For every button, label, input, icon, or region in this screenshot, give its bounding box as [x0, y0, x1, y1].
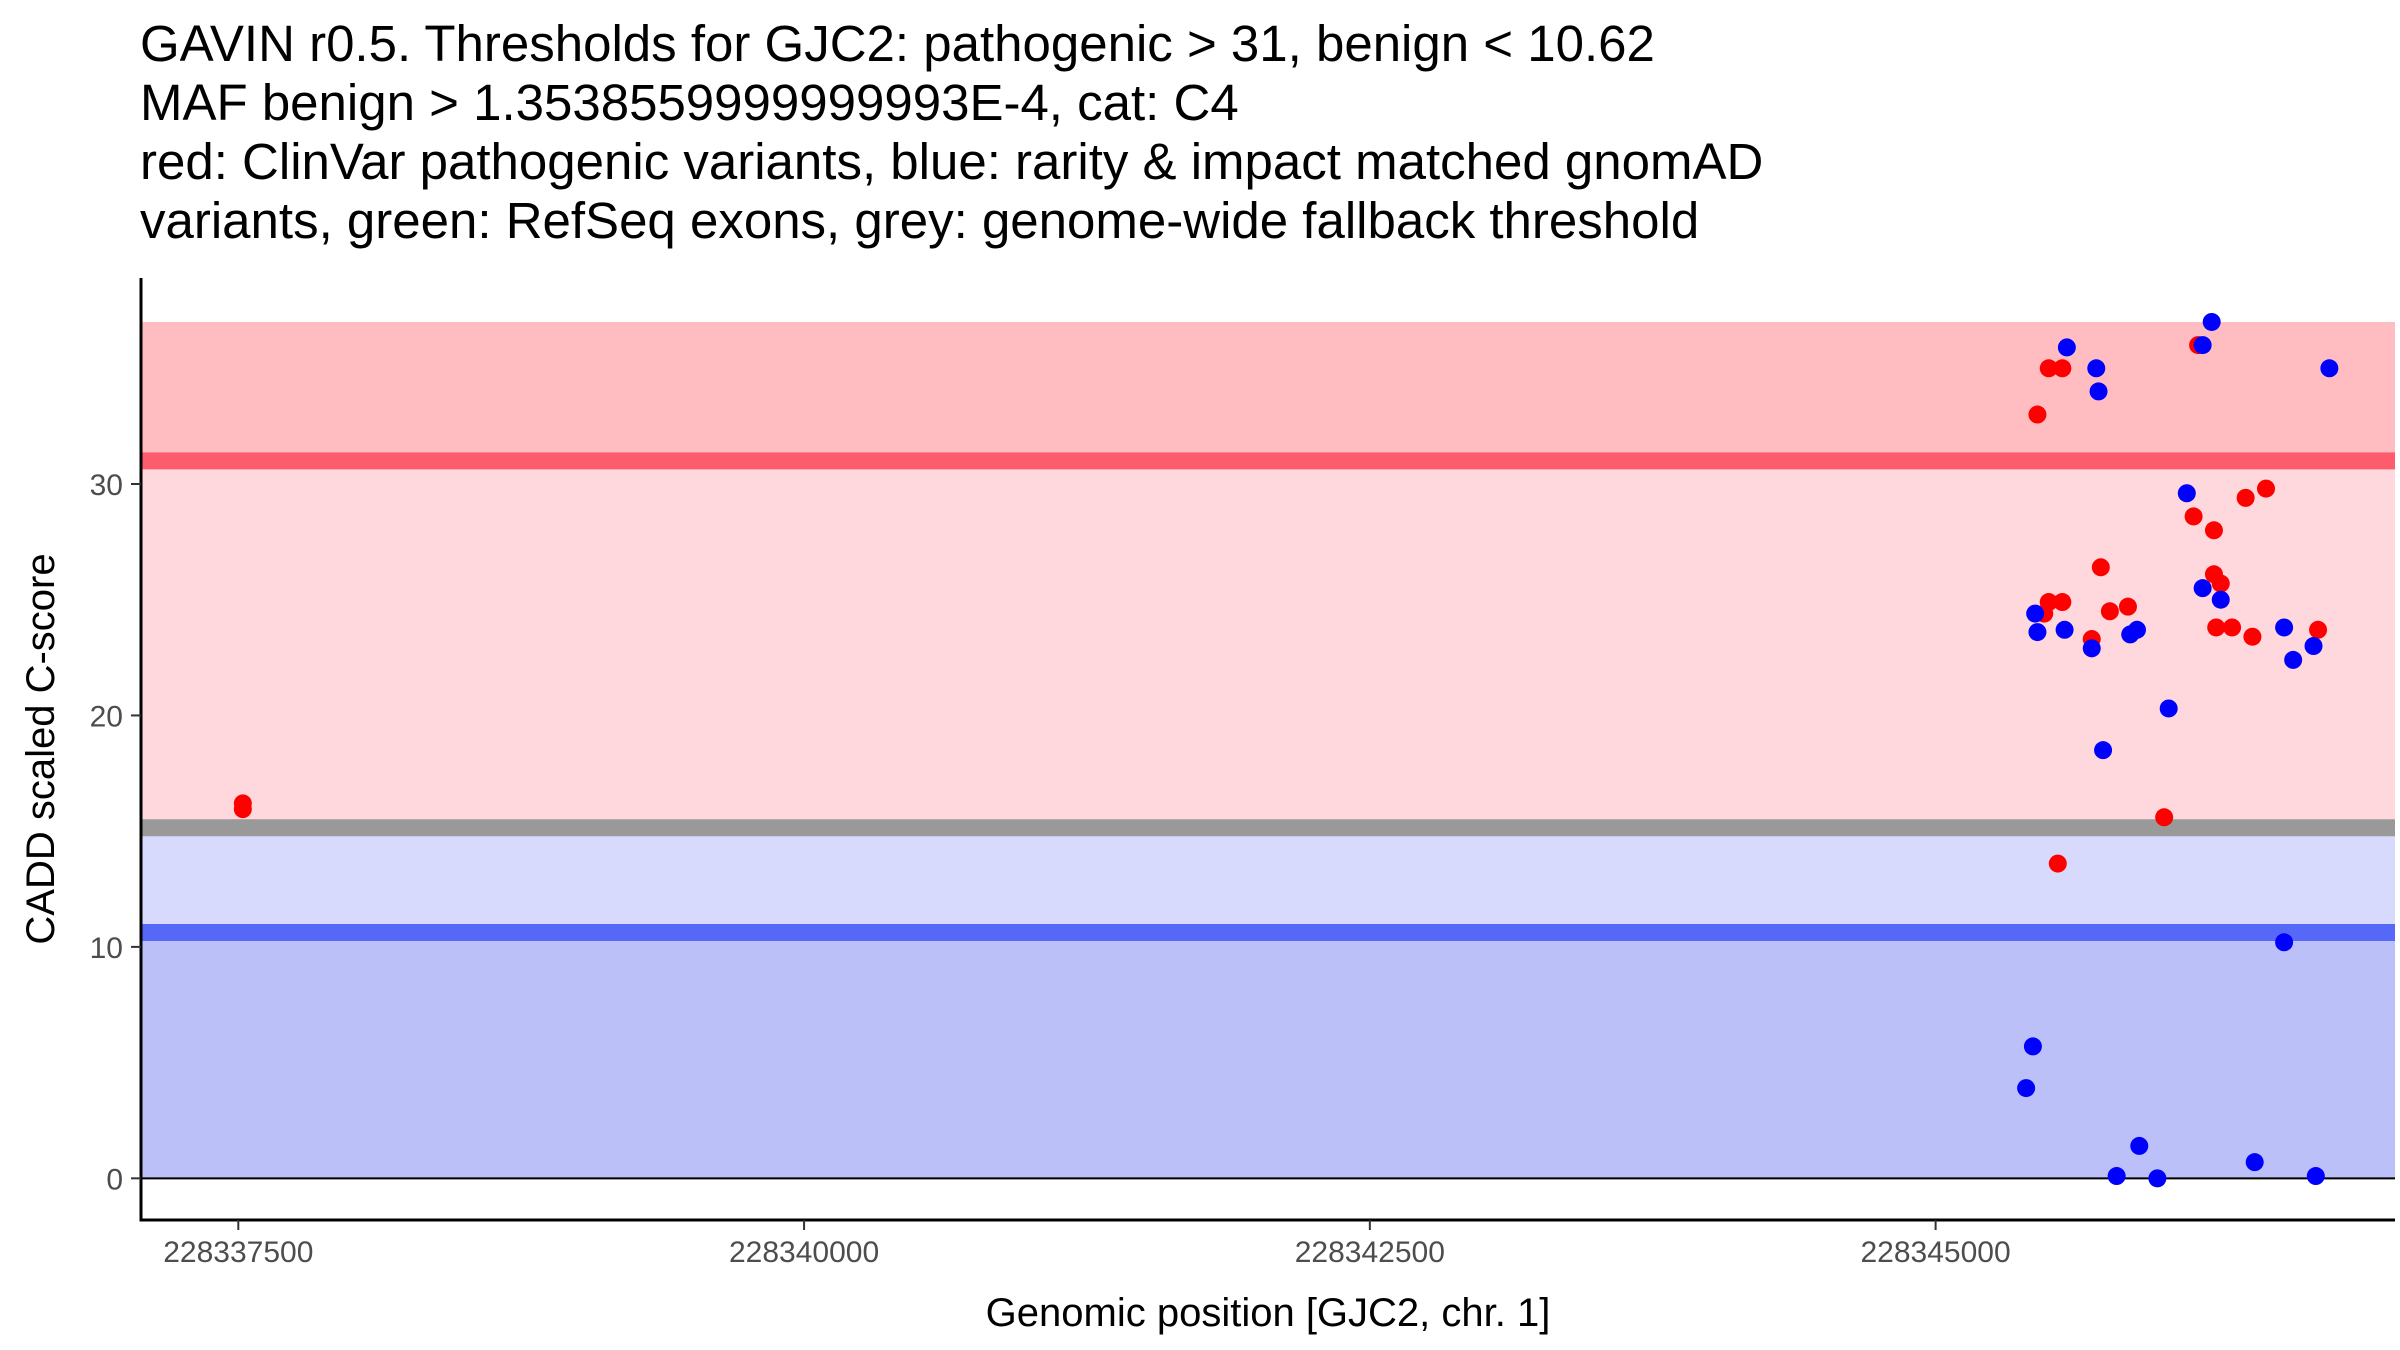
gnomad-point: [2094, 741, 2113, 760]
gnomad-point: [2275, 933, 2294, 952]
title-line-1: GAVIN r0.5. Thresholds for GJC2: pathoge…: [140, 15, 1655, 72]
clinvar-point: [2309, 620, 2328, 639]
gnomad-point: [2130, 1136, 2149, 1155]
clinvar-point: [2155, 808, 2174, 827]
gnomad-point: [2026, 604, 2045, 623]
title-line-4: variants, green: RefSeq exons, grey: gen…: [140, 192, 1700, 249]
gnomad-point: [2177, 484, 2196, 503]
benign-band: [141, 932, 2395, 1179]
gnomad-point: [2087, 359, 2106, 378]
clinvar-point: [2236, 488, 2255, 507]
title-line-3: red: ClinVar pathogenic variants, blue: …: [140, 133, 1764, 190]
clinvar-point: [2223, 618, 2242, 637]
y-axis-title: CADD scaled C-score: [19, 553, 63, 944]
y-tick-label: 30: [90, 469, 123, 502]
gnomad-point: [2306, 1167, 2325, 1186]
gnomad-point: [2320, 359, 2339, 378]
gnomad-point: [2275, 618, 2294, 637]
clinvar-point: [2204, 521, 2223, 540]
gnomad-point: [2245, 1153, 2264, 1172]
clinvar-point: [2053, 359, 2072, 378]
gnomad-point: [2089, 382, 2108, 401]
gnomad-point: [2128, 620, 2147, 639]
clinvar-point: [2207, 618, 2226, 637]
title-line-2: MAF benign > 1.3538559999999993E-4, cat:…: [140, 74, 1239, 131]
x-tick-label: 228340000: [729, 1236, 879, 1269]
gnomad-point: [2057, 338, 2076, 357]
clinvar-point: [2039, 359, 2058, 378]
chart-title: GAVIN r0.5. Thresholds for GJC2: pathoge…: [140, 14, 1763, 250]
gnomad-point: [2023, 1037, 2042, 1056]
gnomad-point: [2193, 579, 2212, 598]
gnomad-point: [2211, 590, 2230, 609]
gnomad-point: [2304, 637, 2323, 656]
pathogenic-band: [141, 321, 2395, 461]
x-tick-label: 228337500: [163, 1236, 313, 1269]
x-axis-ticks: 228337500 228340000 228342500 228345000: [163, 1220, 2011, 1269]
gnomad-point: [2107, 1167, 2126, 1186]
clinvar-point: [233, 800, 252, 819]
clinvar-point: [2100, 602, 2119, 621]
gnomad-point: [2159, 699, 2178, 718]
y-tick-label: 20: [90, 700, 123, 733]
gnomad-point: [2284, 650, 2303, 669]
gnomad-point: [2193, 336, 2212, 355]
gnomad-point: [2202, 312, 2221, 331]
data-points: [233, 312, 2339, 1188]
clinvar-point: [2211, 574, 2230, 593]
fallback-benign-zone: [141, 827, 2395, 933]
gnomad-point: [2028, 623, 2047, 642]
axes: [139, 278, 2395, 1222]
clinvar-point: [2257, 479, 2276, 498]
clinvar-point: [2053, 593, 2072, 612]
x-tick-label: 228345000: [1861, 1236, 2011, 1269]
clinvar-point: [2091, 558, 2110, 577]
x-axis-title: Genomic position [GJC2, chr. 1]: [986, 1291, 1551, 1335]
clinvar-point: [2184, 507, 2203, 526]
clinvar-point: [2028, 405, 2047, 424]
gnomad-point: [2148, 1169, 2167, 1188]
y-tick-label: 10: [90, 932, 123, 965]
x-tick-label: 228342500: [1295, 1236, 1445, 1269]
gnomad-point: [2017, 1079, 2036, 1098]
reference-lines: [141, 452, 2395, 1180]
fallback-pathogenic-zone: [141, 460, 2395, 828]
y-tick-label: 0: [106, 1163, 123, 1196]
gnomad-point: [2055, 620, 2074, 639]
threshold-bands: [141, 321, 2395, 1179]
clinvar-point: [2118, 597, 2137, 616]
y-axis-ticks: 0 10 20 30: [90, 469, 141, 1196]
clinvar-point: [2243, 627, 2262, 646]
gnomad-point: [2082, 639, 2101, 658]
clinvar-point: [2048, 854, 2067, 873]
